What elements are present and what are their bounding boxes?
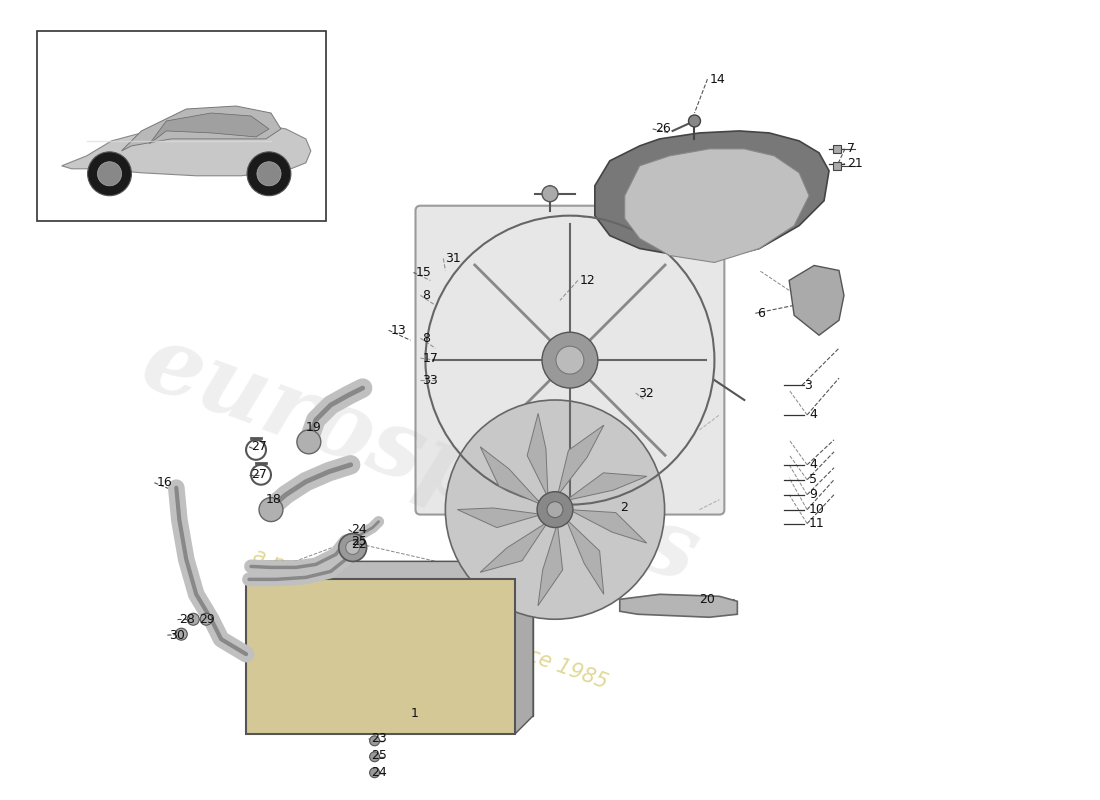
Text: 8: 8 — [422, 332, 430, 345]
Text: 29: 29 — [199, 613, 214, 626]
Text: 27: 27 — [251, 468, 267, 482]
Bar — [36, 31, 326, 221]
Circle shape — [248, 152, 290, 196]
Circle shape — [370, 752, 379, 762]
Circle shape — [556, 346, 584, 374]
Circle shape — [98, 162, 122, 186]
Bar — [833, 162, 842, 170]
Polygon shape — [619, 594, 737, 618]
Text: 24: 24 — [351, 523, 366, 536]
Bar — [246, 579, 515, 734]
Text: 12: 12 — [580, 274, 595, 287]
Text: a passion for sports cars since 1985: a passion for sports cars since 1985 — [250, 546, 611, 693]
Text: 32: 32 — [638, 386, 653, 399]
Text: 15: 15 — [416, 266, 431, 279]
Text: 8: 8 — [422, 289, 430, 302]
Polygon shape — [789, 266, 844, 335]
Text: 30: 30 — [169, 629, 185, 642]
Circle shape — [537, 492, 573, 527]
Text: 6: 6 — [757, 307, 766, 320]
Circle shape — [547, 502, 563, 518]
Polygon shape — [515, 562, 534, 734]
Text: 10: 10 — [810, 503, 825, 516]
Polygon shape — [558, 425, 604, 496]
Text: 31: 31 — [446, 252, 461, 265]
Text: 20: 20 — [700, 593, 715, 606]
Text: 18: 18 — [266, 493, 282, 506]
Text: 4: 4 — [810, 409, 817, 422]
Circle shape — [689, 115, 701, 127]
Circle shape — [339, 534, 366, 562]
Text: 21: 21 — [847, 158, 862, 170]
Text: 13: 13 — [390, 324, 406, 337]
Polygon shape — [264, 562, 534, 716]
Text: 24: 24 — [371, 766, 386, 779]
Text: 28: 28 — [179, 613, 195, 626]
Circle shape — [446, 400, 664, 619]
Text: 23: 23 — [371, 732, 386, 746]
Polygon shape — [62, 121, 311, 176]
Polygon shape — [625, 149, 810, 262]
Polygon shape — [565, 518, 604, 594]
Text: 4: 4 — [810, 458, 817, 471]
Bar — [833, 145, 842, 153]
Circle shape — [257, 162, 280, 186]
Polygon shape — [480, 522, 548, 572]
Text: 33: 33 — [422, 374, 438, 386]
Polygon shape — [569, 510, 647, 543]
Circle shape — [345, 541, 360, 554]
Polygon shape — [458, 508, 542, 528]
Text: 25: 25 — [351, 535, 366, 548]
Text: 3: 3 — [804, 378, 812, 391]
Circle shape — [200, 614, 212, 626]
Text: 2: 2 — [619, 501, 628, 514]
Text: 27: 27 — [251, 440, 267, 454]
Circle shape — [542, 332, 597, 388]
Text: 19: 19 — [306, 422, 321, 434]
Text: 7: 7 — [847, 142, 855, 155]
Circle shape — [88, 152, 132, 196]
Circle shape — [297, 430, 321, 454]
Text: 26: 26 — [654, 122, 670, 135]
Text: 11: 11 — [810, 517, 825, 530]
Text: 1: 1 — [410, 707, 418, 721]
Circle shape — [187, 614, 199, 626]
Polygon shape — [246, 562, 534, 579]
Polygon shape — [481, 446, 542, 505]
Polygon shape — [121, 106, 280, 151]
Circle shape — [175, 628, 187, 640]
Circle shape — [542, 186, 558, 202]
Polygon shape — [527, 414, 548, 498]
Text: 16: 16 — [156, 476, 172, 490]
Polygon shape — [565, 473, 647, 501]
Text: 5: 5 — [810, 474, 817, 486]
Polygon shape — [150, 113, 270, 144]
Text: 14: 14 — [710, 73, 725, 86]
Circle shape — [370, 736, 379, 746]
Text: eurospares: eurospares — [130, 318, 711, 602]
Text: 22: 22 — [351, 538, 366, 551]
Polygon shape — [538, 523, 562, 606]
Polygon shape — [595, 131, 829, 258]
Text: 9: 9 — [810, 488, 817, 501]
Circle shape — [370, 768, 379, 778]
Text: 25: 25 — [371, 750, 386, 762]
Circle shape — [258, 498, 283, 522]
FancyBboxPatch shape — [416, 206, 725, 514]
Text: 17: 17 — [422, 352, 438, 365]
